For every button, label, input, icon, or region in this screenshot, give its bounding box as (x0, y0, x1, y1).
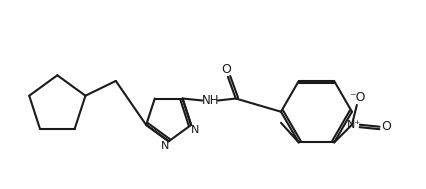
Text: ⁻O: ⁻O (350, 91, 366, 104)
Text: N: N (191, 125, 199, 135)
Text: NH: NH (201, 94, 219, 107)
Text: O: O (221, 64, 231, 76)
Text: O: O (381, 120, 391, 133)
Text: N: N (161, 141, 169, 151)
Text: N⁺: N⁺ (347, 120, 361, 130)
